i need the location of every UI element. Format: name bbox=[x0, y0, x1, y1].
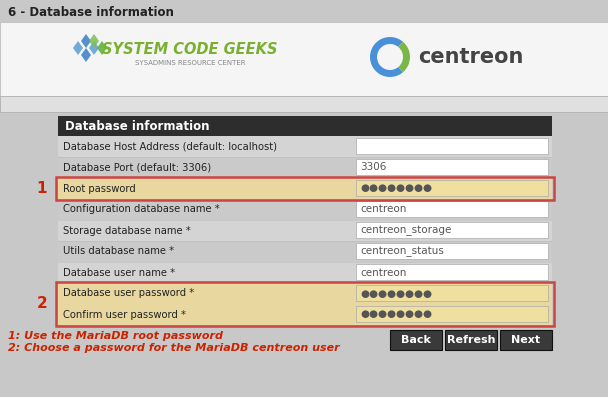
Text: Configuration database name *: Configuration database name * bbox=[63, 204, 219, 214]
Text: 2: 2 bbox=[36, 297, 47, 312]
Text: Database Host Address (default: localhost): Database Host Address (default: localhos… bbox=[63, 141, 277, 152]
Bar bbox=[356, 306, 548, 322]
Bar bbox=[356, 264, 548, 280]
Bar bbox=[58, 199, 552, 220]
Text: Storage database name *: Storage database name * bbox=[63, 225, 191, 235]
Text: 3306: 3306 bbox=[360, 162, 386, 173]
Bar bbox=[58, 220, 552, 241]
Bar bbox=[0, 22, 608, 96]
Bar bbox=[500, 330, 552, 350]
Polygon shape bbox=[97, 41, 107, 55]
Text: 1: 1 bbox=[36, 181, 47, 196]
Bar bbox=[356, 201, 548, 217]
Bar bbox=[0, 96, 608, 112]
Text: Database Port (default: 3306): Database Port (default: 3306) bbox=[63, 162, 211, 173]
Bar bbox=[356, 180, 548, 196]
Text: centreon_storage: centreon_storage bbox=[360, 225, 451, 236]
Text: ●●●●●●●●: ●●●●●●●● bbox=[360, 289, 432, 299]
Text: centreon: centreon bbox=[418, 47, 523, 67]
Text: ●●●●●●●●: ●●●●●●●● bbox=[360, 183, 432, 193]
Bar bbox=[445, 330, 497, 350]
Text: Back: Back bbox=[401, 335, 431, 345]
Text: Database information: Database information bbox=[65, 119, 210, 133]
Text: ●●●●●●●●: ●●●●●●●● bbox=[360, 310, 432, 320]
Text: Root password: Root password bbox=[63, 183, 136, 193]
Bar bbox=[58, 157, 552, 178]
Text: centreon: centreon bbox=[360, 204, 406, 214]
Text: Database user name *: Database user name * bbox=[63, 268, 175, 278]
Bar bbox=[58, 241, 552, 262]
Text: ●●●●●●●●: ●●●●●●●● bbox=[360, 183, 432, 193]
Bar bbox=[58, 304, 552, 325]
Bar bbox=[356, 306, 548, 322]
Bar bbox=[390, 330, 442, 350]
Polygon shape bbox=[81, 48, 91, 62]
Bar bbox=[58, 283, 552, 325]
Text: 1: Use the MariaDB root password: 1: Use the MariaDB root password bbox=[8, 331, 223, 341]
Bar bbox=[56, 177, 554, 200]
Bar bbox=[58, 178, 552, 199]
Bar bbox=[58, 262, 552, 283]
Bar bbox=[356, 180, 548, 196]
Polygon shape bbox=[73, 41, 83, 55]
Wedge shape bbox=[370, 37, 403, 77]
Text: centreon: centreon bbox=[360, 268, 406, 278]
Bar bbox=[58, 178, 552, 199]
Text: ●●●●●●●●: ●●●●●●●● bbox=[360, 289, 432, 299]
Polygon shape bbox=[89, 41, 99, 55]
Text: Refresh: Refresh bbox=[447, 335, 496, 345]
Text: ●●●●●●●●: ●●●●●●●● bbox=[360, 310, 432, 320]
Text: Confirm user password *: Confirm user password * bbox=[63, 310, 186, 320]
Bar bbox=[58, 283, 552, 304]
Text: centreon_status: centreon_status bbox=[360, 246, 444, 257]
Bar bbox=[356, 138, 548, 154]
Bar bbox=[356, 159, 548, 175]
Bar bbox=[356, 243, 548, 259]
Text: SYSADMINS RESOURCE CENTER: SYSADMINS RESOURCE CENTER bbox=[135, 60, 245, 66]
Text: Confirm user password *: Confirm user password * bbox=[63, 310, 186, 320]
Text: 6 - Database information: 6 - Database information bbox=[8, 6, 174, 19]
Text: Next: Next bbox=[511, 335, 541, 345]
Bar bbox=[356, 285, 548, 301]
Bar bbox=[58, 136, 552, 157]
Bar bbox=[58, 116, 552, 136]
Bar bbox=[356, 285, 548, 301]
Text: Utils database name *: Utils database name * bbox=[63, 247, 174, 256]
Wedge shape bbox=[398, 42, 410, 72]
Text: Database user password *: Database user password * bbox=[63, 289, 194, 299]
Text: SYSTEM CODE GEEKS: SYSTEM CODE GEEKS bbox=[102, 42, 278, 56]
Polygon shape bbox=[89, 34, 99, 48]
Text: Root password: Root password bbox=[63, 183, 136, 193]
Text: Database user password *: Database user password * bbox=[63, 289, 194, 299]
Bar bbox=[56, 282, 554, 326]
Text: 2: Choose a password for the MariaDB centreon user: 2: Choose a password for the MariaDB cen… bbox=[8, 343, 340, 353]
Bar bbox=[356, 222, 548, 238]
Polygon shape bbox=[81, 34, 91, 48]
